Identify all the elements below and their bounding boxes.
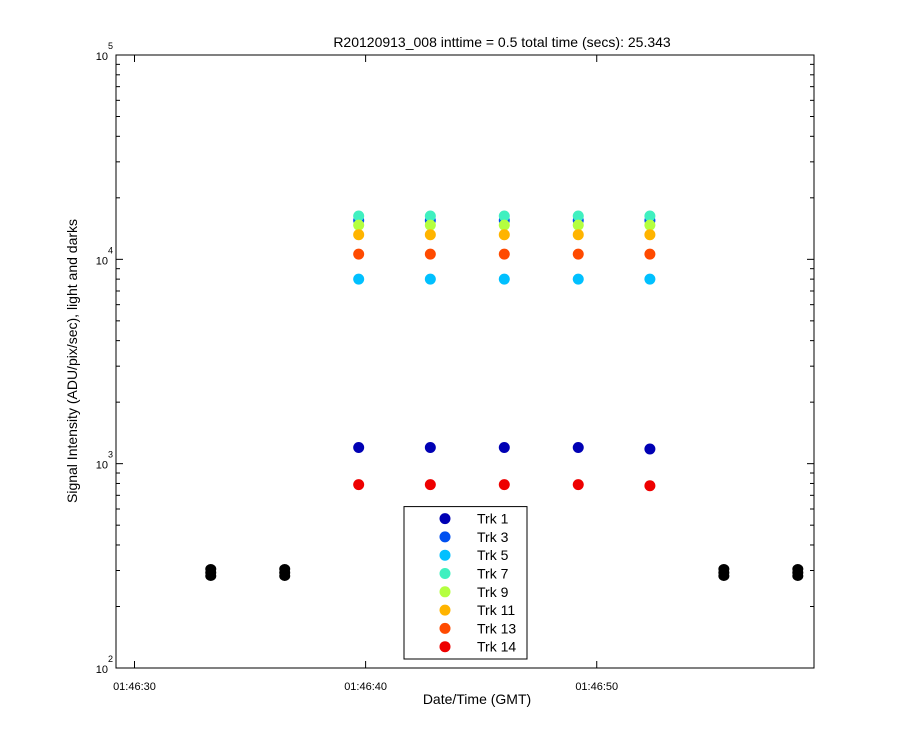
legend-label: Trk 9 <box>477 584 509 600</box>
dark-point <box>279 570 291 581</box>
point <box>644 210 656 222</box>
point <box>572 479 584 491</box>
point <box>572 229 584 241</box>
point <box>353 219 365 231</box>
point <box>572 210 584 222</box>
y-tick-exponent: 3 <box>108 450 113 460</box>
legend-box <box>403 506 528 660</box>
legend-label: Trk 11 <box>477 602 515 618</box>
legend-label: Trk 13 <box>477 620 516 636</box>
legend-marker <box>439 531 451 543</box>
dark-point <box>718 570 730 581</box>
point <box>644 480 656 492</box>
point <box>498 210 510 222</box>
point <box>572 219 584 231</box>
point <box>353 441 365 453</box>
point <box>353 479 365 491</box>
legend-label: Trk 5 <box>477 547 509 563</box>
dark-point <box>205 570 217 581</box>
chart-title: R20120913_008 inttime = 0.5 total time (… <box>333 34 671 50</box>
legend-marker <box>439 641 451 653</box>
legend-label: Trk 1 <box>477 511 509 527</box>
point <box>424 229 436 241</box>
point <box>353 273 365 285</box>
x-tick-label: 01:46:30 <box>113 681 156 693</box>
legend-marker <box>439 622 451 634</box>
x-axis-label: Date/Time (GMT) <box>423 691 531 707</box>
y-tick-exponent: 4 <box>108 245 113 255</box>
point <box>498 479 510 491</box>
point <box>498 229 510 241</box>
y-tick-label: 10 <box>96 51 108 63</box>
point <box>424 248 436 260</box>
dark-point <box>792 570 804 581</box>
y-tick-exponent: 5 <box>108 41 113 51</box>
legend-label: Trk 3 <box>477 529 509 545</box>
point <box>353 248 365 260</box>
point <box>498 273 510 285</box>
y-tick-label: 10 <box>96 255 108 267</box>
point <box>424 219 436 231</box>
legend-marker <box>439 586 451 598</box>
y-axis-label: Signal Intensity (ADU/pix/sec), light an… <box>64 219 80 503</box>
point <box>424 210 436 222</box>
legend-label: Trk 7 <box>477 566 509 582</box>
point <box>572 248 584 260</box>
x-tick-label: 01:46:50 <box>575 681 618 693</box>
point <box>424 479 436 491</box>
legend-marker <box>439 568 451 579</box>
y-tick-label: 10 <box>96 460 108 472</box>
point <box>644 273 656 285</box>
point <box>644 219 656 231</box>
point <box>353 229 365 241</box>
point <box>572 441 584 453</box>
legend-marker <box>439 513 451 525</box>
point <box>644 443 656 455</box>
x-tick-label: 01:46:40 <box>344 681 387 693</box>
point <box>498 219 510 231</box>
legend-marker <box>439 604 451 616</box>
point <box>498 441 510 453</box>
legend-marker <box>439 549 451 561</box>
point <box>424 441 436 453</box>
point <box>498 248 510 260</box>
point <box>572 273 584 285</box>
y-tick-exponent: 2 <box>108 654 113 664</box>
y-tick-label: 10 <box>96 664 108 676</box>
point <box>424 273 436 285</box>
point <box>644 248 656 260</box>
point <box>353 210 365 222</box>
legend-label: Trk 14 <box>477 639 516 655</box>
point <box>644 229 656 241</box>
